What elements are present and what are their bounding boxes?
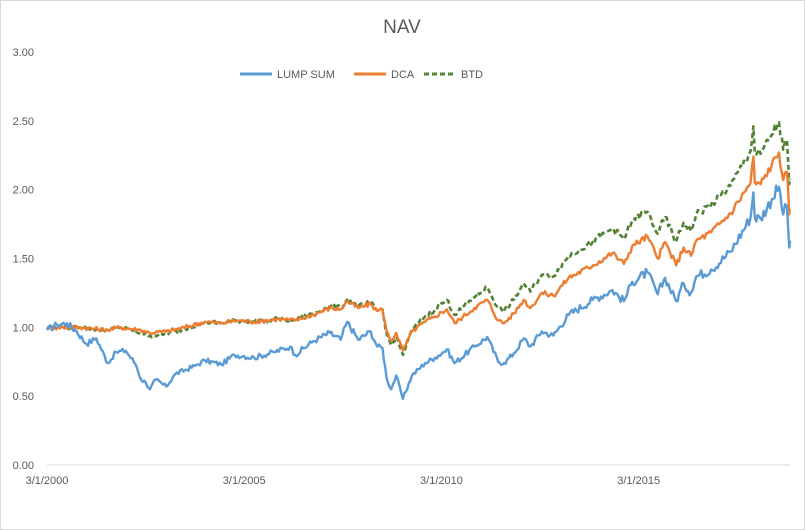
legend-label-dca: DCA	[391, 69, 415, 81]
x-tick-label: 3/1/2015	[617, 475, 660, 487]
legend-label-lump-sum: LUMP SUM	[277, 69, 335, 81]
x-tick-label: 3/1/2005	[223, 475, 266, 487]
y-axis-ticks: 0.00 0.50 1.00 1.50 2.00 2.50 3.00	[13, 47, 34, 472]
x-tick-label: 3/1/2000	[26, 475, 69, 487]
series-line-dca	[46, 151, 791, 352]
legend: LUMP SUM DCA BTD	[240, 69, 483, 81]
y-tick-label: 0.00	[13, 460, 34, 472]
y-tick-label: 3.00	[13, 47, 34, 59]
y-tick-label: 0.50	[13, 391, 34, 403]
series-line-lump-sum	[45, 184, 792, 401]
legend-label-btd: BTD	[461, 69, 483, 81]
legend-item-dca: DCA	[354, 69, 415, 81]
chart-title: NAV	[383, 17, 421, 38]
y-tick-label: 2.50	[13, 116, 34, 128]
y-tick-label: 1.50	[13, 254, 34, 266]
series-line-btd	[46, 120, 792, 357]
y-tick-label: 1.00	[13, 322, 34, 334]
legend-item-btd: BTD	[424, 69, 483, 81]
legend-item-lump-sum: LUMP SUM	[240, 69, 335, 81]
x-tick-label: 3/1/2010	[420, 475, 463, 487]
y-tick-label: 2.00	[13, 185, 34, 197]
x-axis-ticks: 3/1/2000 3/1/2005 3/1/2010 3/1/2015	[26, 475, 661, 487]
series-layer	[45, 120, 792, 401]
